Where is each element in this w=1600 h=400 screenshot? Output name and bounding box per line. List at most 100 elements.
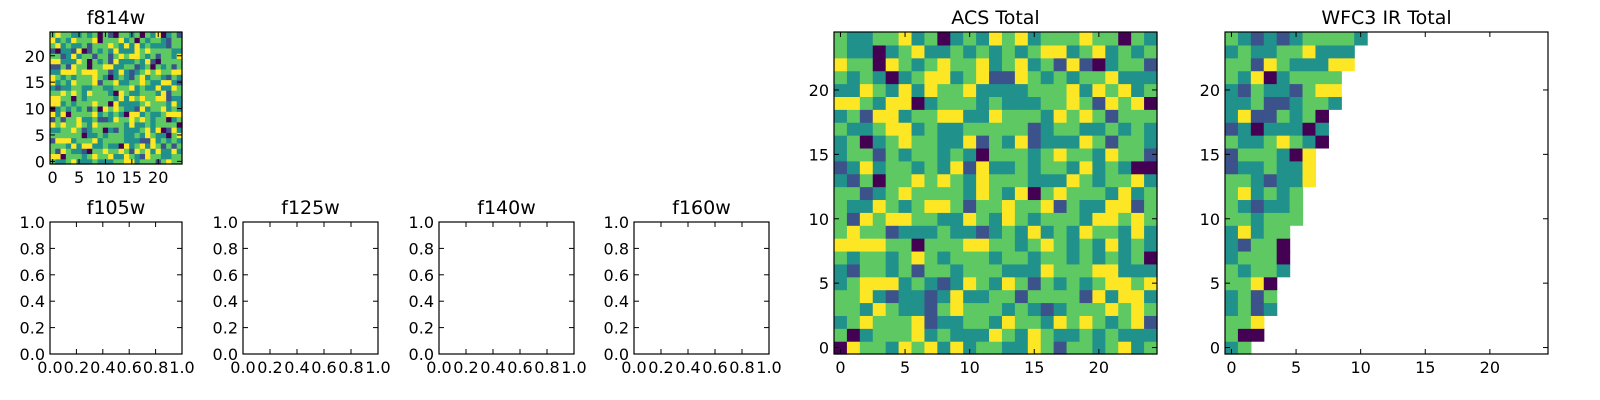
wfc3-ir-total-cell <box>1225 225 1239 239</box>
acs-total-cell <box>898 32 913 46</box>
wfc3-ir-total-cell <box>1225 160 1239 175</box>
acs-total-cell <box>911 250 926 265</box>
acs-total-cell <box>846 289 861 304</box>
acs-total-title: ACS Total <box>951 7 1039 29</box>
f814w-cell <box>81 153 88 160</box>
acs-total-cell <box>1131 250 1145 265</box>
acs-total-cell <box>976 212 990 226</box>
f814w-cell <box>81 84 88 91</box>
f814w-cell <box>150 42 157 49</box>
wfc3-ir-total-cell <box>1225 289 1239 304</box>
f814w-cell <box>150 53 157 59</box>
wfc3-ir-total-cell <box>1276 173 1291 188</box>
f814w-cell <box>160 79 167 86</box>
acs-total-cell <box>834 96 848 110</box>
acs-total-cell <box>872 122 887 136</box>
f105w-xtick-label: 0.0 <box>37 358 62 377</box>
f105w-ytick-label: 0.0 <box>20 345 45 364</box>
wfc3-ir-total-cell <box>1237 263 1252 278</box>
f140w-xtick-label: 0.0 <box>426 358 451 377</box>
f814w-cell <box>134 121 141 128</box>
acs-total-cell <box>976 32 990 46</box>
f814w-cell <box>55 142 62 149</box>
f814w-cell <box>123 53 130 59</box>
acs-total-cell <box>1040 225 1055 239</box>
f814w-cell <box>166 111 173 118</box>
acs-total-cell <box>924 328 938 342</box>
f814w-cell <box>150 132 157 139</box>
f814w-cell <box>65 42 72 49</box>
acs-total-cell <box>1053 135 1068 149</box>
acs-total-cell <box>924 96 938 110</box>
f814w-cell <box>160 95 167 102</box>
acs-total-cell <box>1118 135 1132 149</box>
f814w-cell <box>71 116 77 123</box>
f814w-cell <box>176 58 183 65</box>
acs-total-cell <box>898 96 913 110</box>
f814w-cell <box>102 53 109 59</box>
acs-total-cell <box>885 160 900 175</box>
acs-total-xtick-label: 15 <box>1024 358 1044 377</box>
f814w-cell <box>65 137 72 144</box>
f814w-cell <box>123 116 130 123</box>
acs-total-cell <box>1118 147 1132 162</box>
acs-total-cell <box>950 212 964 226</box>
f814w-cell <box>145 158 151 165</box>
acs-total-cell <box>1066 250 1081 265</box>
wfc3-ir-total-cell <box>1250 199 1265 213</box>
acs-total-cell <box>885 173 900 188</box>
acs-total-cell <box>1144 57 1158 72</box>
acs-total-cell <box>1092 160 1106 175</box>
f814w-cell <box>65 153 72 160</box>
f814w-cell <box>134 53 141 59</box>
f814w-cell <box>60 116 67 123</box>
f814w-cell <box>166 90 173 96</box>
wfc3-ir-total-cell <box>1250 109 1265 123</box>
f814w-cell <box>86 58 93 65</box>
acs-total-cell <box>898 122 913 136</box>
acs-total-cell <box>1079 186 1093 201</box>
wfc3-ir-total-cell <box>1237 302 1252 316</box>
f814w-cell <box>60 142 67 149</box>
acs-total-cell <box>1001 186 1016 201</box>
acs-total-cell <box>1092 276 1106 291</box>
acs-total-cell <box>950 70 964 85</box>
wfc3-ir-total-cell <box>1315 44 1329 59</box>
f814w-cell <box>134 137 141 144</box>
panel-wfc3-ir-total: WFC3 IR Total 0 5 10 15 20 0 5 10 15 20 <box>1200 7 1549 377</box>
f814w-cell <box>160 90 167 96</box>
f814w-cell <box>71 127 77 133</box>
f814w-cell <box>113 79 120 86</box>
f814w-cell <box>134 158 141 165</box>
f814w-cell <box>92 100 99 107</box>
acs-total-cell <box>1118 57 1132 72</box>
f814w-cell <box>155 37 162 44</box>
acs-total-axes-frame <box>833 31 1158 355</box>
f814w-cell <box>55 68 62 75</box>
f814w-cell <box>118 37 125 44</box>
f814w-cell <box>139 132 146 139</box>
acs-total-cell <box>1066 276 1081 291</box>
acs-total-cell <box>1118 70 1132 85</box>
acs-total-cell <box>976 173 990 188</box>
acs-total-cell <box>1105 302 1119 316</box>
f814w-cell <box>50 58 56 65</box>
wfc3-ir-total-cell <box>1263 250 1278 265</box>
f814w-cell <box>171 42 178 49</box>
f814w-cell <box>97 58 104 65</box>
acs-total-cell <box>1027 328 1042 342</box>
f160w-axes-frame <box>633 221 770 355</box>
acs-total-cell <box>1027 135 1042 149</box>
wfc3-ir-total-cell <box>1250 276 1265 291</box>
acs-total-cell <box>989 109 1003 123</box>
f814w-cell <box>81 121 88 128</box>
f814w-cell <box>108 32 114 38</box>
acs-total-cell <box>1027 32 1042 46</box>
f814w-cell <box>129 79 136 86</box>
f814w-cell <box>145 127 151 133</box>
f814w-xtick-label: 20 <box>148 168 168 187</box>
acs-total-cell <box>1092 57 1106 72</box>
f814w-cell <box>97 95 104 102</box>
f814w-cell <box>55 127 62 133</box>
acs-total-cell <box>1053 225 1068 239</box>
